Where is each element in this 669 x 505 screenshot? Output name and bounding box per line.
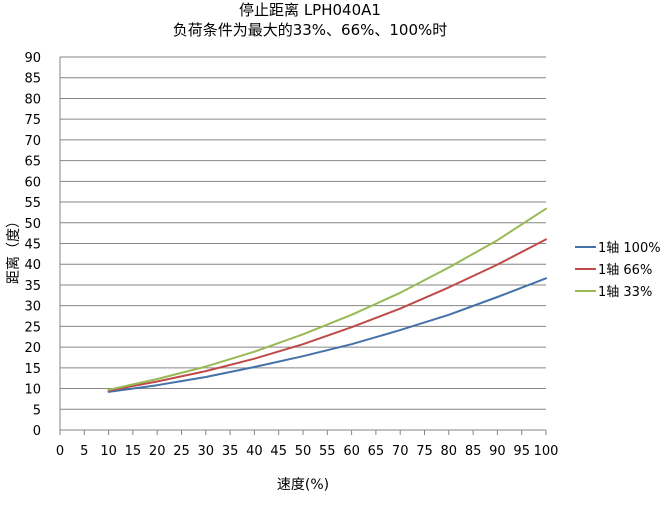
x-tick-labels: 0 5 10 15 20 25 30 35 40 45 50 55 60 65 70 75 80 85 90 95 10… [56,430,559,459]
y-tick-label: 5 [33,403,41,418]
legend-label: 1轴 66% [598,263,652,278]
y-tick-label: 20 [24,341,41,356]
legend-label: 1轴 100% [598,241,661,256]
x-tick-label: 0 [56,444,64,459]
x-tick-label: 95 [513,444,530,459]
chart-subtitle: 负荷条件为最大的33%、66%、100%时 [173,21,448,39]
x-tick-label: 75 [416,444,433,459]
y-tick-label: 45 [24,238,41,253]
y-tick-label: 65 [24,155,41,170]
y-tick-label: 35 [24,279,41,294]
x-tick-label: 100 [534,444,559,459]
y-tick-label: 80 [24,92,41,107]
x-tick-label: 55 [319,444,336,459]
x-tick-label: 30 [198,444,215,459]
y-tick-label: 50 [24,217,41,232]
y-axis-title: 距离（度） [5,214,22,284]
series-lines [107,207,547,393]
y-tick-label: 70 [24,134,41,149]
x-tick-label: 85 [465,444,482,459]
gridlines [60,56,546,410]
x-tick-label: 80 [441,444,458,459]
x-axis-title: 速度(%) [277,477,329,493]
y-tick-label: 55 [24,196,41,211]
series-line-2 [107,207,547,391]
x-tick-label: 25 [173,444,190,459]
x-tick-label: 60 [343,444,360,459]
x-tick-label: 5 [80,444,88,459]
series-line-0 [107,277,547,393]
series-line-1 [107,238,547,392]
y-tick-label: 30 [24,300,41,315]
chart-title: 停止距离 LPH040A1 [239,1,381,19]
y-tick-label: 90 [24,51,41,66]
y-tick-label: 15 [24,362,41,377]
x-tick-label: 65 [368,444,385,459]
x-tick-label: 90 [489,444,506,459]
y-tick-label: 40 [24,258,41,273]
x-tick-label: 10 [100,444,117,459]
legend-label: 1轴 33% [598,285,652,300]
x-tick-label: 35 [222,444,239,459]
y-tick-label: 60 [24,175,41,190]
x-tick-label: 70 [392,444,409,459]
x-tick-label: 40 [246,444,263,459]
y-tick-label: 10 [24,383,41,398]
x-tick-label: 45 [270,444,287,459]
x-tick-label: 15 [125,444,142,459]
y-tick-label: 75 [24,113,41,128]
x-tick-label: 20 [149,444,166,459]
y-tick-label: 25 [24,320,41,335]
legend: 1轴 100% 1轴 66% 1轴 33% [575,241,661,300]
y-tick-label: 85 [24,72,41,87]
x-tick-label: 50 [295,444,312,459]
y-tick-labels: 0 5 10 15 20 25 30 35 40 45 50 55 60 65 70 75 80 85 90 [24,51,41,439]
y-tick-label: 0 [33,424,41,439]
